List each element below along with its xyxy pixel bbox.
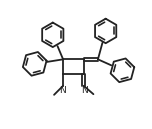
Text: N: N bbox=[81, 86, 88, 95]
Text: N: N bbox=[59, 86, 66, 95]
